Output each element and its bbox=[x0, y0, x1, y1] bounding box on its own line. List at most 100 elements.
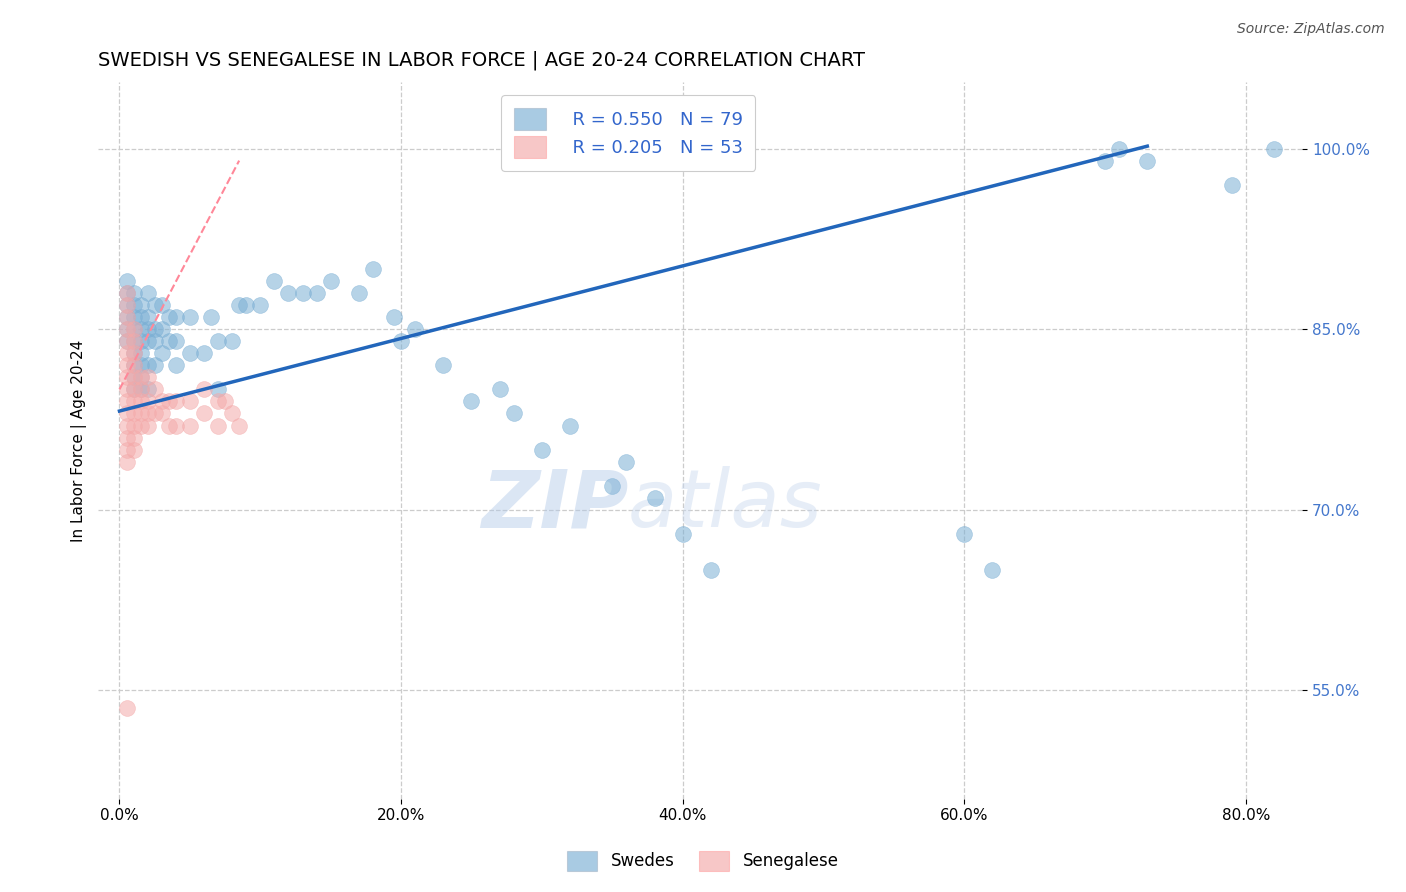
Point bbox=[129, 407, 152, 421]
Point bbox=[115, 346, 138, 360]
Point bbox=[672, 527, 695, 541]
Point bbox=[122, 407, 145, 421]
Point bbox=[122, 359, 145, 373]
Point bbox=[129, 370, 152, 384]
Point bbox=[143, 359, 166, 373]
Point bbox=[122, 286, 145, 301]
Point bbox=[122, 418, 145, 433]
Point bbox=[115, 701, 138, 715]
Point bbox=[115, 298, 138, 312]
Point bbox=[115, 370, 138, 384]
Point bbox=[221, 334, 243, 349]
Point bbox=[179, 346, 201, 360]
Point bbox=[460, 394, 482, 409]
Point bbox=[305, 286, 328, 301]
Point bbox=[143, 407, 166, 421]
Point bbox=[136, 286, 159, 301]
Point bbox=[129, 298, 152, 312]
Point bbox=[157, 394, 180, 409]
Point bbox=[488, 383, 510, 397]
Point bbox=[136, 383, 159, 397]
Point bbox=[136, 370, 159, 384]
Point bbox=[1220, 178, 1243, 192]
Point bbox=[115, 322, 138, 336]
Point bbox=[644, 491, 666, 505]
Text: atlas: atlas bbox=[628, 466, 823, 544]
Point bbox=[157, 418, 180, 433]
Point bbox=[122, 322, 145, 336]
Point bbox=[122, 370, 145, 384]
Point bbox=[1094, 153, 1116, 168]
Point bbox=[1136, 153, 1159, 168]
Point bbox=[179, 310, 201, 325]
Point bbox=[115, 298, 138, 312]
Legend: Swedes, Senegalese: Swedes, Senegalese bbox=[560, 842, 846, 880]
Point bbox=[129, 334, 152, 349]
Point bbox=[129, 346, 152, 360]
Point bbox=[953, 527, 976, 541]
Point bbox=[122, 298, 145, 312]
Point bbox=[129, 359, 152, 373]
Point bbox=[122, 359, 145, 373]
Point bbox=[129, 383, 152, 397]
Point bbox=[150, 322, 173, 336]
Point bbox=[129, 370, 152, 384]
Point bbox=[129, 394, 152, 409]
Point bbox=[150, 298, 173, 312]
Point bbox=[122, 310, 145, 325]
Point bbox=[122, 383, 145, 397]
Point bbox=[122, 370, 145, 384]
Point bbox=[136, 334, 159, 349]
Point bbox=[361, 262, 384, 277]
Point bbox=[165, 334, 187, 349]
Point bbox=[115, 286, 138, 301]
Point bbox=[193, 407, 215, 421]
Point bbox=[122, 334, 145, 349]
Point bbox=[530, 442, 553, 457]
Point bbox=[115, 442, 138, 457]
Point bbox=[129, 383, 152, 397]
Point bbox=[150, 394, 173, 409]
Point bbox=[200, 310, 222, 325]
Point bbox=[207, 334, 229, 349]
Point bbox=[115, 334, 138, 349]
Point bbox=[115, 274, 138, 288]
Point bbox=[129, 310, 152, 325]
Point bbox=[291, 286, 314, 301]
Point bbox=[165, 394, 187, 409]
Point bbox=[214, 394, 236, 409]
Point bbox=[122, 334, 145, 349]
Point bbox=[263, 274, 285, 288]
Point bbox=[228, 298, 250, 312]
Point bbox=[558, 418, 581, 433]
Point bbox=[165, 418, 187, 433]
Point bbox=[249, 298, 271, 312]
Point bbox=[115, 359, 138, 373]
Point bbox=[143, 322, 166, 336]
Point bbox=[150, 346, 173, 360]
Point bbox=[122, 322, 145, 336]
Point bbox=[115, 431, 138, 445]
Point bbox=[115, 418, 138, 433]
Point bbox=[614, 455, 637, 469]
Point bbox=[207, 418, 229, 433]
Point bbox=[143, 298, 166, 312]
Point bbox=[157, 310, 180, 325]
Point bbox=[389, 334, 412, 349]
Point bbox=[404, 322, 426, 336]
Point bbox=[115, 455, 138, 469]
Point bbox=[136, 322, 159, 336]
Point bbox=[136, 407, 159, 421]
Point bbox=[347, 286, 370, 301]
Point bbox=[193, 383, 215, 397]
Point bbox=[122, 431, 145, 445]
Point bbox=[228, 418, 250, 433]
Point bbox=[115, 310, 138, 325]
Point bbox=[115, 310, 138, 325]
Y-axis label: In Labor Force | Age 20-24: In Labor Force | Age 20-24 bbox=[72, 340, 87, 541]
Point bbox=[319, 274, 342, 288]
Point bbox=[143, 383, 166, 397]
Point bbox=[122, 346, 145, 360]
Point bbox=[136, 310, 159, 325]
Point bbox=[143, 334, 166, 349]
